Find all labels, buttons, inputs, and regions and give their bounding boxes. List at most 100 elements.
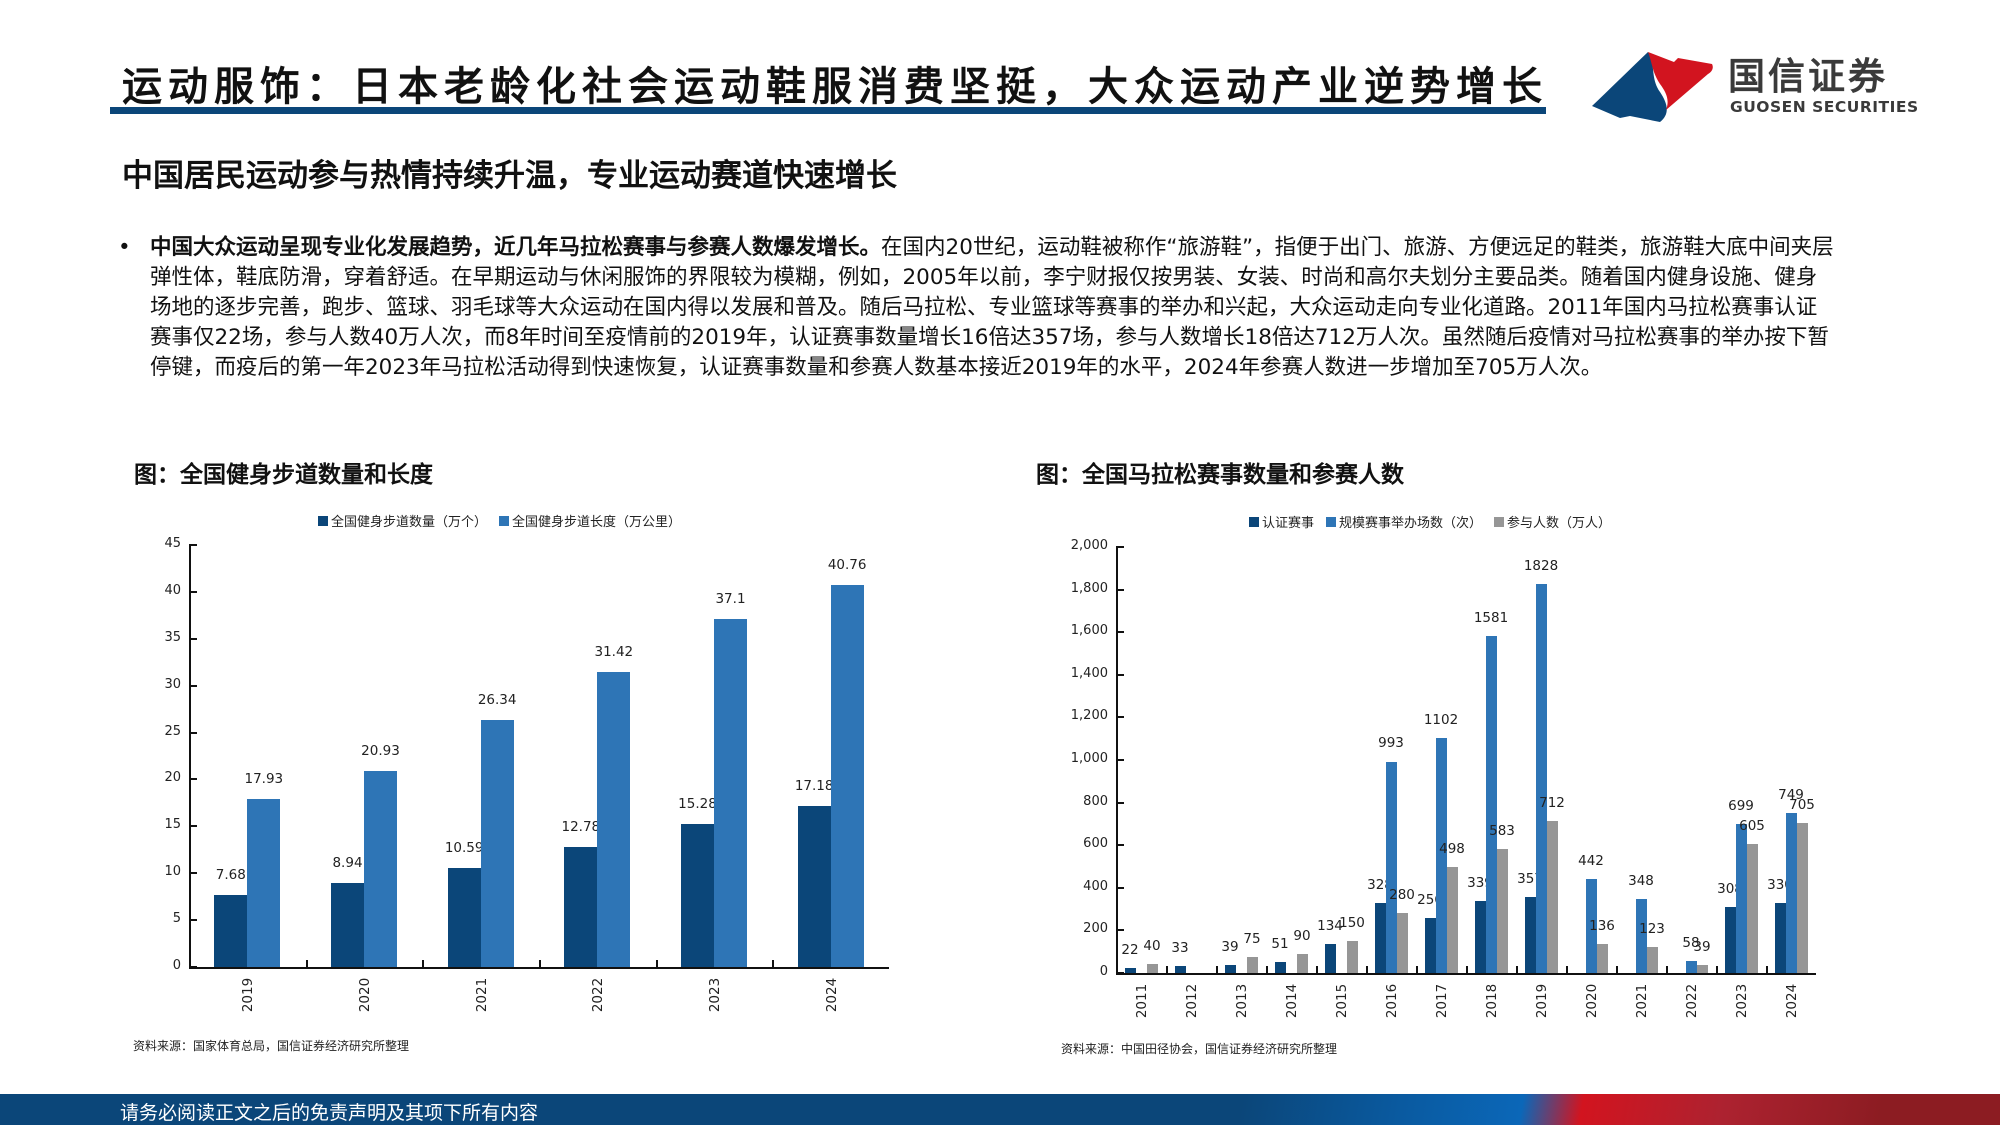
paragraph-body: 在国内20世纪，运动鞋被称作“旅游鞋”，指便于出门、旅游、方便远足的鞋类，旅游鞋… (150, 235, 1834, 380)
bar-0 (1274, 962, 1286, 973)
bar-0 (1224, 964, 1236, 973)
y-tick (1116, 588, 1124, 591)
y-tick (189, 637, 197, 640)
y-tick (1116, 844, 1124, 847)
x-tick-label: 2011 (1134, 983, 1151, 1019)
legend-item: 全国健身步道长度（万公里） (499, 511, 681, 530)
bar-0 (1474, 900, 1486, 973)
x-tick (1666, 966, 1668, 975)
y-tick-label: 10 (164, 864, 181, 880)
value-label: 8.94 (332, 855, 363, 872)
y-tick (189, 544, 197, 546)
bar-2 (1496, 848, 1508, 973)
value-label: 134 (1317, 918, 1343, 935)
value-label: 75 (1243, 931, 1261, 948)
page-title: 运动服饰：日本老龄化社会运动鞋服消费坚挺，大众运动产业逆势增长 (122, 64, 1548, 110)
x-tick (1416, 966, 1418, 975)
y-tick-label: 15 (164, 817, 181, 833)
value-label: 348 (1628, 872, 1654, 889)
legend-label: 全国健身步道长度（万公里） (512, 515, 682, 530)
bar-0 (1374, 903, 1386, 973)
x-tick-label: 2019 (1534, 983, 1551, 1019)
y-tick (1116, 631, 1124, 634)
y-tick-label: 1,800 (1070, 580, 1108, 596)
bar-1 (1685, 960, 1697, 973)
value-label: 1828 (1523, 557, 1559, 574)
x-tick-label: 2015 (1334, 983, 1351, 1019)
right-chart-legend: 认证赛事 规模赛事举办场数（次） 参与人数（万人） (1249, 512, 1619, 531)
left-chart-source: 资料来源：国家体育总局，国信证券经济研究所整理 (133, 1039, 410, 1053)
right-chart-source: 资料来源：中国田径协会，国信证券经济研究所整理 (1061, 1042, 1338, 1056)
legend-swatch-icon (1494, 516, 1505, 527)
x-tick-label: 2014 (1284, 983, 1301, 1019)
value-label: 22 (1121, 942, 1139, 959)
y-tick-label: 400 (1083, 878, 1108, 894)
y-tick-label: 2,000 (1070, 538, 1108, 553)
bar-0 (797, 805, 831, 967)
x-tick-label: 2023 (1734, 983, 1751, 1019)
bar-0 (1424, 918, 1436, 973)
left-chart-plot: 0 5 10 15 20 25 30 35 40 45 2019 7.68 17.93 2020 8.94 2… (164, 536, 889, 1012)
y-tick-label: 40 (164, 582, 181, 598)
x-tick-label: 2018 (1484, 983, 1501, 1019)
x-tick-label: 2023 (707, 977, 724, 1013)
y-tick (1116, 801, 1124, 804)
x-tick-label: 2016 (1384, 983, 1401, 1019)
bar-1 (714, 619, 747, 967)
x-tick-label: 2024 (1784, 983, 1801, 1019)
y-tick-label: 5 (172, 911, 181, 927)
y-tick-label: 1,000 (1070, 751, 1108, 766)
y-tick-label: 600 (1083, 836, 1108, 852)
x-tick (1216, 966, 1218, 975)
x-tick (1616, 966, 1618, 975)
value-label: 12.78 (561, 819, 601, 836)
x-tick (655, 960, 658, 969)
legend-swatch-icon (499, 515, 510, 526)
legend-item: 认证赛事 (1249, 512, 1314, 531)
section-subtitle: 中国居民运动参与热情持续升温，专业运动赛道快速增长 (122, 158, 897, 194)
bar-1 (1635, 898, 1647, 973)
right-chart-title: 图：全国马拉松赛事数量和参赛人数 (1036, 462, 1404, 488)
bar-0 (1124, 968, 1136, 973)
bar-1 (480, 720, 514, 967)
legend-item: 全国健身步道数量（万个） (318, 511, 487, 530)
value-label: 40 (1143, 938, 1161, 955)
x-tick-label: 2019 (240, 977, 257, 1013)
bar-2 (1796, 822, 1808, 973)
legend-swatch-icon (1249, 516, 1259, 527)
x-tick (1766, 966, 1768, 975)
bar-0 (564, 847, 598, 967)
bar-1 (830, 584, 864, 967)
bar-0 (681, 823, 714, 967)
value-label: 280 (1389, 887, 1415, 904)
value-label: 33 (1171, 939, 1189, 956)
value-label: 10.59 (444, 839, 484, 856)
value-label: 150 (1339, 915, 1365, 932)
value-label: 17.18 (794, 777, 834, 794)
bar-1 (597, 672, 631, 967)
bar-2 (1746, 844, 1758, 973)
value-label: 712 (1539, 795, 1565, 812)
footer-disclaimer: 请务必阅读正文之后的免责声明及其项下所有内容 (120, 1102, 539, 1124)
x-tick-label: 2021 (473, 977, 490, 1013)
value-label: 705 (1789, 796, 1815, 813)
value-label: 15.28 (678, 795, 717, 812)
x-tick (1166, 966, 1168, 975)
bar-2 (1346, 941, 1358, 973)
y-tick (189, 778, 197, 781)
legend-label: 认证赛事 (1262, 516, 1315, 531)
value-label: 37.1 (715, 591, 746, 608)
bar-2 (1296, 953, 1308, 973)
bar-1 (1785, 813, 1797, 973)
x-tick (1566, 966, 1568, 975)
value-label: 498 (1439, 840, 1465, 857)
bar-0 (214, 894, 248, 967)
legend-label: 规模赛事举办场数（次） (1339, 516, 1483, 531)
body-paragraph: • 中国大众运动呈现专业化发展趋势，近几年马拉松赛事与参赛人数爆发增长。在国内2… (118, 233, 1838, 383)
bar-2 (1396, 913, 1408, 973)
bar-0 (1774, 902, 1786, 973)
legend-swatch-icon (1326, 516, 1337, 527)
y-tick-label: 200 (1083, 921, 1108, 937)
bar-1 (1435, 738, 1447, 973)
value-label: 40.76 (827, 556, 867, 573)
